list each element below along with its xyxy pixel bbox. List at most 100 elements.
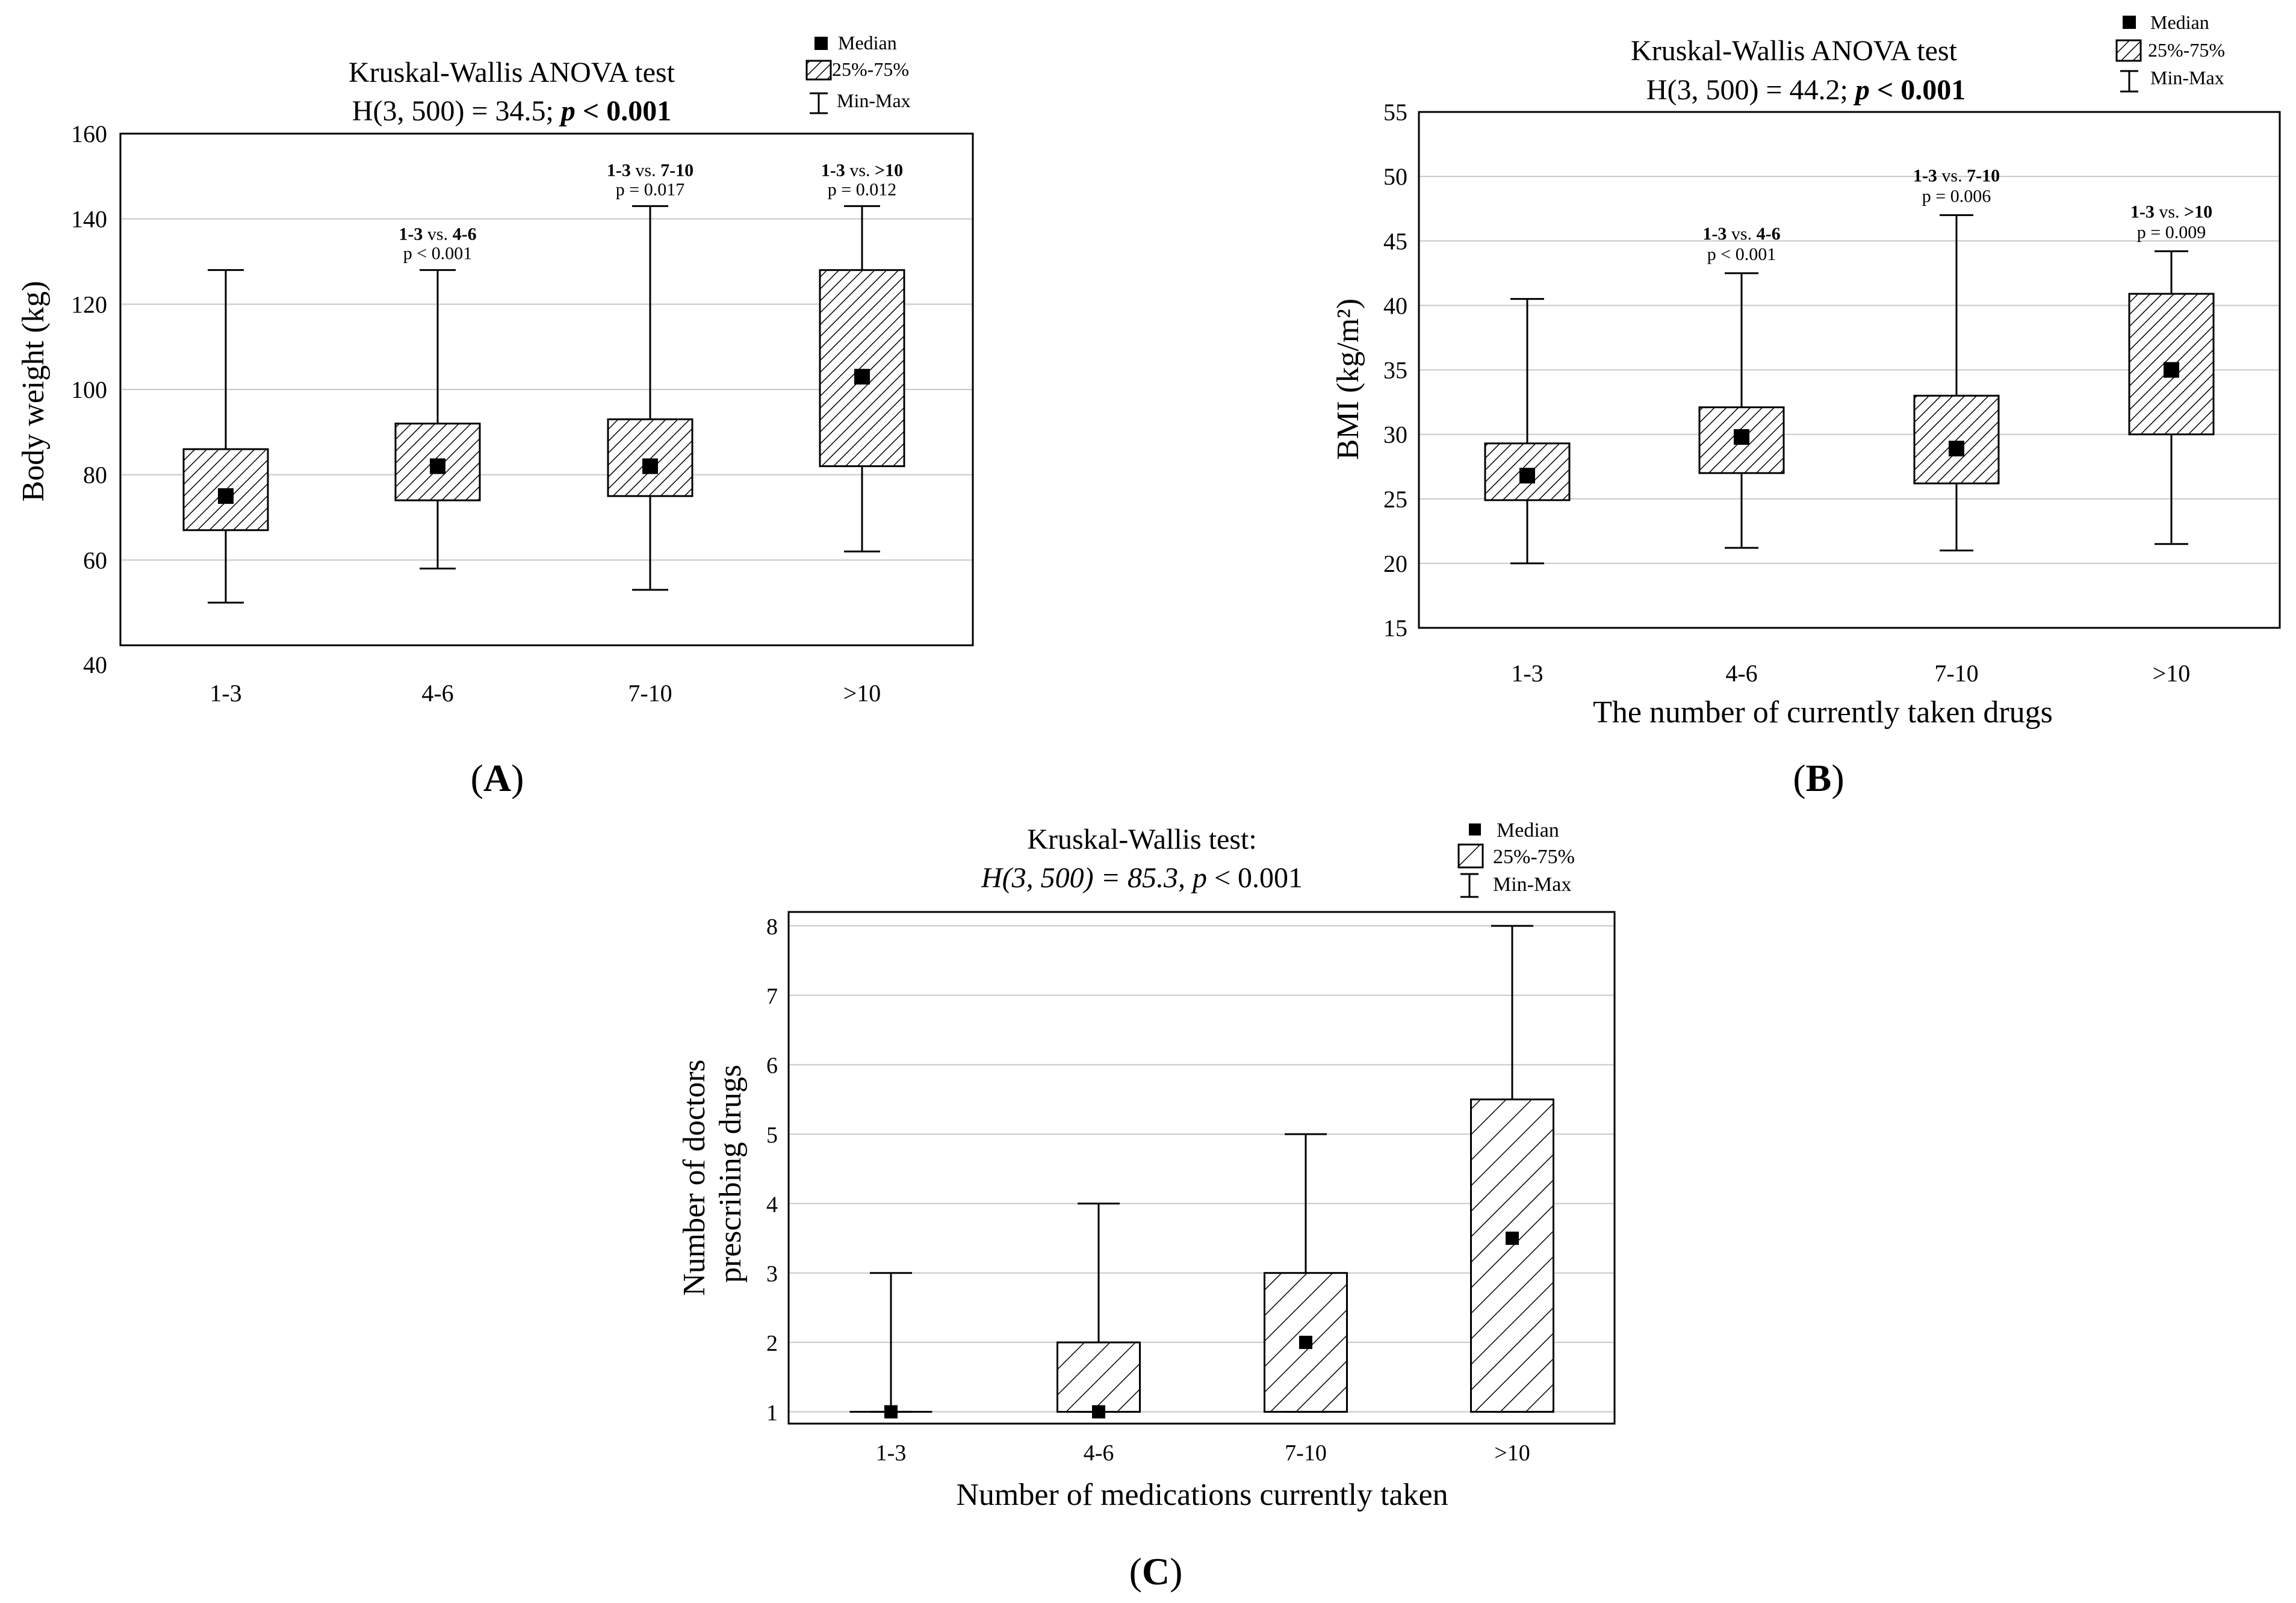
y-tick-label: 80: [83, 462, 107, 489]
median-marker: [1519, 468, 1535, 484]
legend-iqr-label: 25%-75%: [1493, 846, 1575, 868]
comparison-label: 1-3 vs. 4-6: [399, 225, 476, 244]
legend-median-label: Median: [2150, 11, 2209, 33]
iqr-box: [607, 418, 693, 497]
comparison-group-a: 1-3: [1702, 224, 1727, 244]
panel-c-y-label-line2: prescribing drugs: [713, 1065, 748, 1283]
panel-c-stat-p-value: < 0.001: [1214, 862, 1303, 894]
comparison-annotation: 1-3 vs. >10p = 0.009: [2130, 202, 2212, 242]
x-tick-label: 1-3: [876, 1440, 907, 1466]
panel-label-letter: C: [1142, 1550, 1170, 1593]
x-tick-label: 7-10: [628, 680, 672, 707]
y-tick-label: 40: [83, 651, 107, 678]
panel-a-stat-p-label: p: [559, 95, 576, 127]
x-tick-label: 1-3: [209, 680, 241, 707]
panel-b-label: (B): [1793, 757, 1844, 799]
panel-c-legend: Median 25%-75% Min-Max: [1457, 819, 1575, 898]
comparison-group-b: 7-10: [1967, 166, 2000, 185]
comparison-group-a: 1-3: [1913, 166, 1937, 185]
box-7-10: [1913, 214, 2000, 551]
y-tick-label: 120: [71, 291, 107, 318]
iqr-box: [1470, 1098, 1554, 1413]
y-tick-label: 50: [1383, 163, 1407, 190]
panel-label-letter: B: [1806, 757, 1832, 799]
panel-b-boxes: [1484, 214, 2215, 565]
panel-c-plot-frame: [787, 911, 1616, 1425]
comparison-label: 1-3 vs. 4-6: [1702, 224, 1780, 244]
x-tick-label: >10: [843, 680, 881, 707]
panel-label-letter: A: [483, 757, 511, 799]
comparison-vs: vs.: [631, 160, 660, 180]
comparison-label: 1-3 vs. 7-10: [1913, 166, 2000, 185]
y-tick-label: 60: [83, 547, 107, 574]
panel-a-stat-p-value: < 0.001: [583, 95, 671, 127]
iqr-box: [1913, 394, 2000, 485]
comparison-annotation: 1-3 vs. 7-10p = 0.017: [607, 160, 693, 199]
legend-range-icon: [810, 92, 828, 114]
median-marker: [1299, 1336, 1312, 1350]
median-marker: [1949, 441, 1964, 457]
comparison-group-b: 7-10: [660, 160, 693, 180]
panel-c-y-label: Number of doctors prescribing drugs: [677, 1052, 748, 1296]
legend-iqr-swatch: [2115, 39, 2142, 62]
comparison-label: 1-3 vs. 7-10: [607, 160, 693, 180]
panel-a-stat-h: H(3, 500) = 34.5;: [352, 95, 554, 127]
panel-b-plot: 15 20 25 30 35 40 45 50 55 1-3 4-6 7-10 >10 1-3 vs.…: [1383, 99, 2281, 687]
x-tick-label: 4-6: [1725, 660, 1757, 687]
legend-iqr-swatch: [1457, 843, 1484, 869]
panel-b-y-ticks: 15 20 25 30 35 40 45 50 55: [1383, 99, 1407, 642]
y-tick-label: 140: [71, 206, 107, 233]
y-tick-label: 25: [1383, 486, 1407, 513]
box-4-6: [1056, 1202, 1141, 1419]
y-tick-label: 5: [766, 1123, 778, 1148]
panel-b-plot-frame: [1418, 111, 2281, 629]
comparison-p-value: p = 0.006: [1922, 186, 1991, 206]
box->10: [1470, 925, 1554, 1413]
iqr-box: [819, 269, 905, 467]
y-tick-label: 3: [766, 1262, 778, 1287]
comparison-vs: vs.: [423, 225, 452, 244]
y-tick-label: 8: [766, 914, 778, 940]
y-tick-label: 6: [766, 1053, 778, 1079]
comparison-group-b: 4-6: [1757, 224, 1781, 244]
y-tick-label: 35: [1383, 357, 1407, 384]
x-tick-label: 1-3: [1511, 660, 1543, 687]
panel-b-title: Kruskal-Wallis ANOVA test: [1631, 35, 1958, 67]
panel-a-label: (A): [471, 757, 524, 799]
median-marker: [642, 458, 658, 474]
y-tick-label: 15: [1383, 615, 1407, 642]
y-tick-label: 2: [766, 1331, 778, 1356]
median-marker: [854, 368, 870, 385]
x-tick-label: >10: [2153, 660, 2191, 687]
panel-a-legend: Median 25%-75% Min-Max: [805, 32, 911, 114]
box-4-6: [1698, 272, 1785, 549]
y-tick-label: 40: [1383, 292, 1407, 319]
comparison-p-value: p = 0.009: [2137, 222, 2206, 242]
panel-b-stat-line: H(3, 500) = 44.2; p < 0.001: [1646, 74, 1966, 106]
panel-c-y-ticks: 1 2 3 4 5 6 7 8: [766, 914, 778, 1425]
panel-b-legend: Median 25%-75% Min-Max: [2115, 11, 2225, 93]
box-4-6: [394, 269, 481, 569]
panel-c-stat-h: H(3, 500) = 85.3,: [981, 862, 1185, 894]
legend-range-label: Min-Max: [2150, 67, 2224, 88]
panel-c-stat-line: H(3, 500) = 85.3, p < 0.001: [981, 862, 1303, 894]
panel-b-stat-h: H(3, 500) = 44.2;: [1646, 74, 1848, 106]
comparison-p-value: p = 0.012: [828, 179, 896, 199]
x-tick-label: 7-10: [1285, 1440, 1327, 1466]
legend-iqr-label: 25%-75%: [2148, 39, 2225, 61]
median-marker: [430, 458, 445, 474]
panel-a-boxes: [182, 205, 905, 604]
legend-range-icon: [2120, 70, 2138, 93]
box-7-10: [1264, 1133, 1348, 1413]
panel-a-x-ticks: 1-3 4-6 7-10 >10: [209, 680, 881, 707]
legend-median-marker: [814, 37, 828, 50]
comparison-vs: vs.: [1727, 224, 1756, 244]
panel-a-title: Kruskal-Wallis ANOVA test: [349, 57, 675, 88]
box-1-3: [1484, 298, 1571, 565]
legend-range-icon: [1460, 873, 1478, 898]
comparison-group-b: 4-6: [453, 225, 477, 244]
x-tick-label: 4-6: [421, 680, 453, 707]
panel-a-y-label: Body weight (kg): [16, 281, 51, 502]
median-marker: [1092, 1405, 1105, 1419]
y-tick-label: 4: [766, 1192, 778, 1217]
